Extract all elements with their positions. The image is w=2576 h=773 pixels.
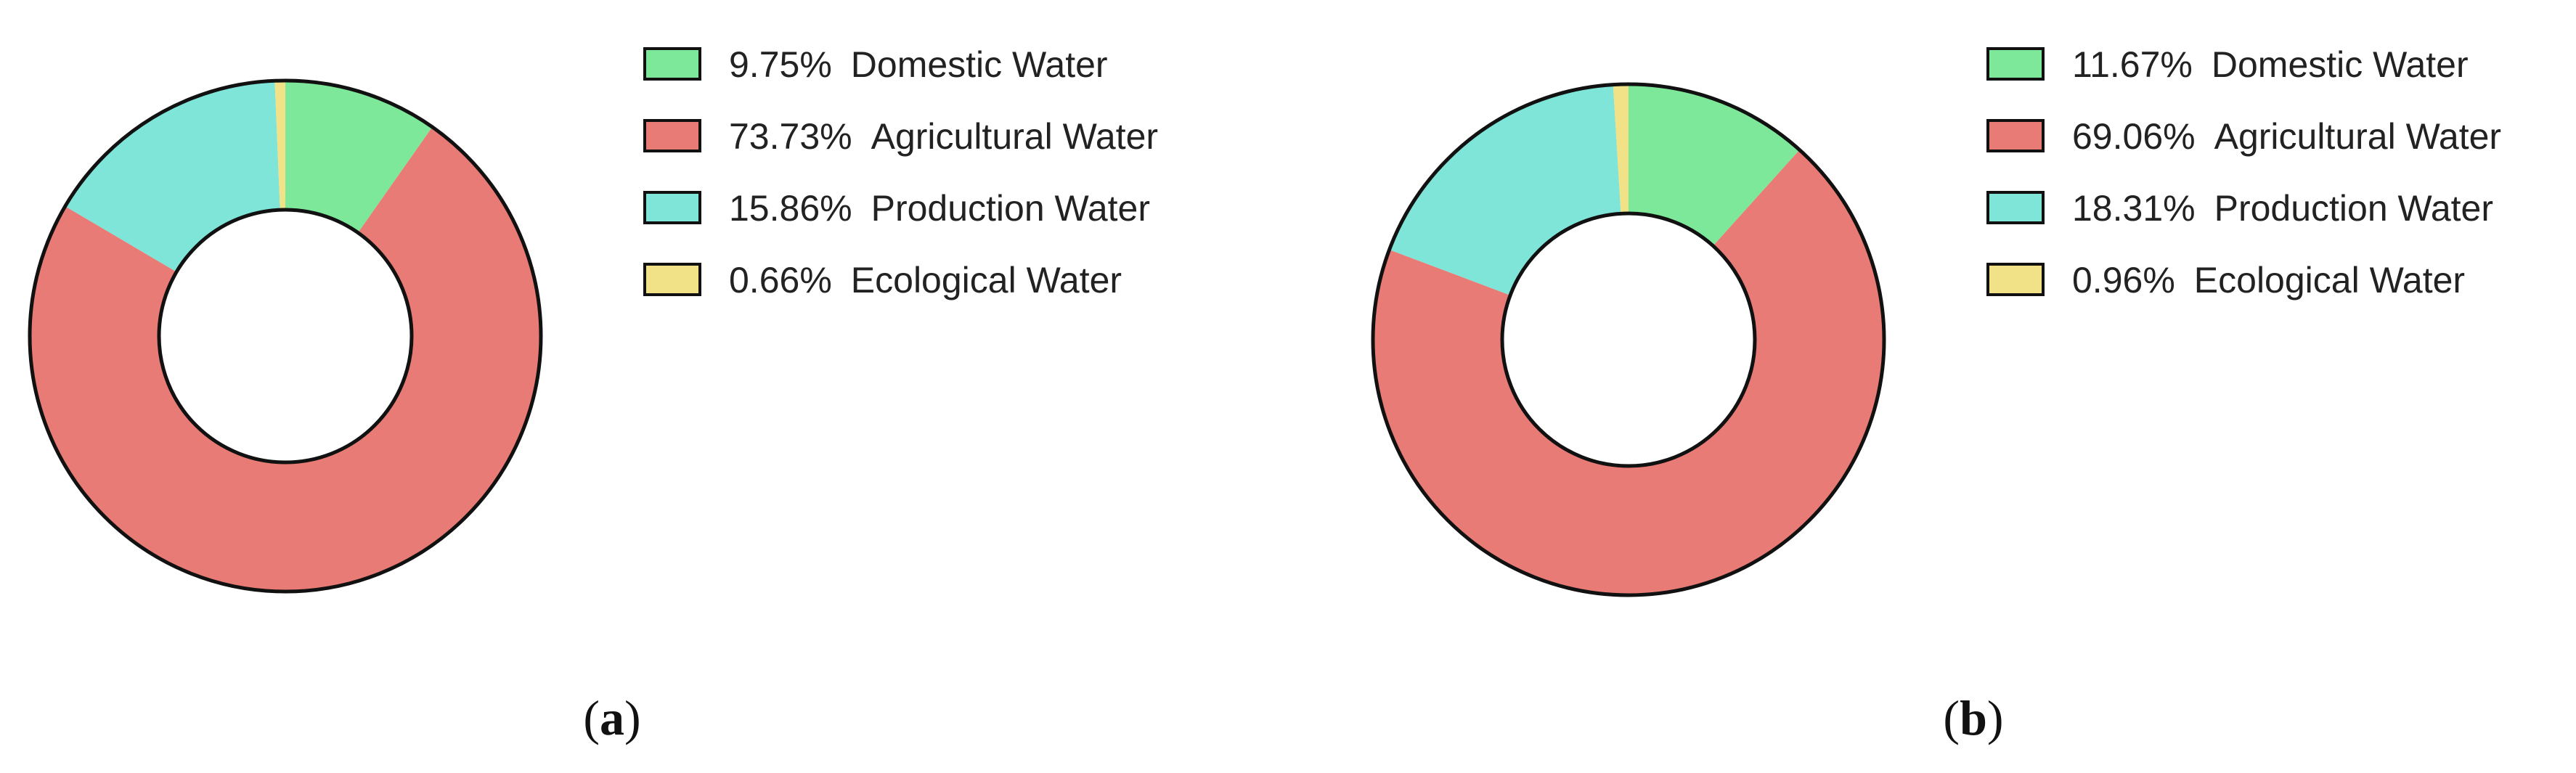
donut-hole-a: [157, 208, 414, 465]
legend-swatch-ecological-b: [1986, 263, 2045, 296]
legend-swatch-agricultural-b: [1986, 119, 2045, 152]
legend-item-production-a: 15.86% Production Water: [643, 188, 1150, 229]
legend-label-agricultural-b: 69.06% Agricultural Water: [2072, 116, 2501, 157]
legend-swatch-ecological-a: [643, 263, 701, 296]
legend-label-domestic-b: 11.67% Domestic Water: [2072, 44, 2469, 85]
legend-item-ecological-b: 0.96% Ecological Water: [1986, 260, 2465, 300]
slice-production-b: [1389, 84, 1621, 295]
donut-chart-b: [1371, 82, 1886, 597]
legend-swatch-domestic-a: [643, 47, 701, 81]
legend-category: Ecological Water: [851, 260, 1122, 300]
legend-item-domestic-a: 9.75% Domestic Water: [643, 44, 1108, 85]
legend-category: Ecological Water: [2194, 260, 2465, 300]
legend-value: 0.66%: [729, 260, 832, 300]
caption-b: (b): [1943, 690, 2003, 745]
caption-a: (a): [583, 690, 640, 745]
legend-label-domestic-a: 9.75% Domestic Water: [729, 44, 1108, 85]
legend-category: Production Water: [871, 188, 1150, 229]
legend-swatch-domestic-b: [1986, 47, 2045, 81]
legend-swatch-production-b: [1986, 191, 2045, 224]
legend-value: 18.31%: [2072, 188, 2196, 229]
legend-swatch-production-a: [643, 191, 701, 224]
panel-a: 9.75% Domestic Water 73.73% Agricultural Wa…: [28, 44, 1158, 745]
legend-value: 11.67%: [2072, 44, 2193, 85]
legend-a: 9.75% Domestic Water 73.73% Agricultural Wa…: [643, 44, 1158, 300]
legend-item-ecological-a: 0.66% Ecological Water: [643, 260, 1122, 300]
legend-item-domestic-b: 11.67% Domestic Water: [1986, 44, 2469, 85]
legend-category: Domestic Water: [2212, 44, 2469, 85]
legend-value: 69.06%: [2072, 116, 2196, 157]
legend-label-agricultural-a: 73.73% Agricultural Water: [729, 116, 1158, 157]
legend-label-production-b: 18.31% Production Water: [2072, 188, 2493, 229]
legend-category: Agricultural Water: [2214, 116, 2501, 157]
legend-item-production-b: 18.31% Production Water: [1986, 188, 2493, 229]
legend-category: Domestic Water: [851, 44, 1108, 85]
legend-value: 0.96%: [2072, 260, 2175, 300]
slice-agricultural-b: [1373, 150, 1884, 595]
donut-chart-a: [28, 78, 543, 594]
legend-swatch-agricultural-a: [643, 119, 701, 152]
slice-domestic-a: [285, 81, 433, 233]
panel-b: 11.67% Domestic Water 69.06% Agricultural W…: [1371, 44, 2501, 745]
donut-outer-ring-a: [28, 78, 543, 594]
legend-category: Agricultural Water: [871, 116, 1158, 157]
legend-value: 9.75%: [729, 44, 832, 85]
legend-label-production-a: 15.86% Production Water: [729, 188, 1150, 229]
legend-label-ecological-a: 0.66% Ecological Water: [729, 260, 1122, 300]
legend-item-agricultural-a: 73.73% Agricultural Water: [643, 116, 1158, 157]
legend-b: 11.67% Domestic Water 69.06% Agricultural W…: [1986, 44, 2501, 300]
legend-value: 15.86%: [729, 188, 852, 229]
legend-category: Production Water: [2214, 188, 2493, 229]
donut-outer-ring-b: [1371, 82, 1886, 597]
slice-agricultural-a: [30, 127, 542, 592]
slice-domestic-b: [1629, 84, 1800, 246]
legend-value: 73.73%: [729, 116, 852, 157]
slice-ecological-b: [1613, 84, 1629, 214]
legend-label-ecological-b: 0.96% Ecological Water: [2072, 260, 2465, 300]
slice-ecological-a: [274, 81, 285, 210]
legend-item-agricultural-b: 69.06% Agricultural Water: [1986, 116, 2501, 157]
donut-hole-b: [1500, 211, 1757, 468]
